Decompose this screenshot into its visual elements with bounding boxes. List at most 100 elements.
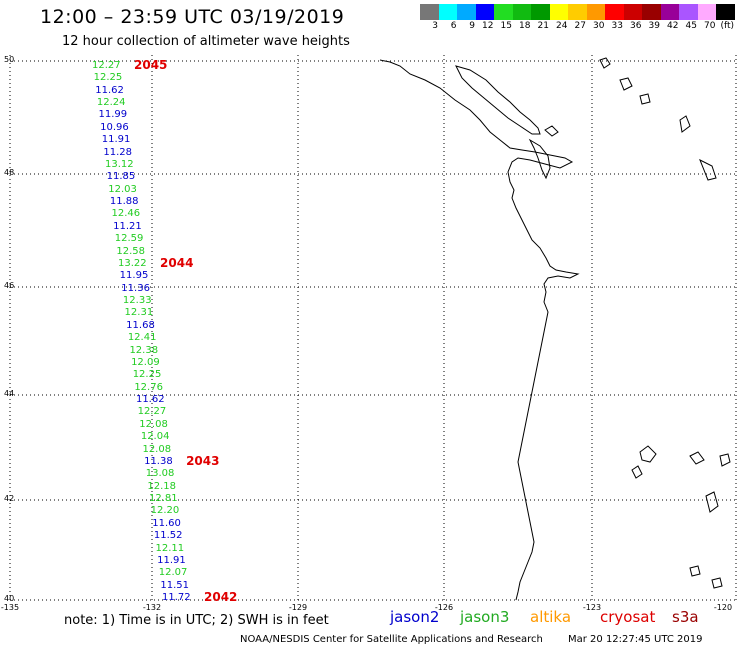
color-scale-label: 39 — [648, 21, 660, 31]
reservoir-1 — [639, 445, 657, 463]
wave-height-value: 11.91 — [157, 554, 186, 566]
islands-north-2 — [619, 77, 633, 91]
color-scale-label: 70 — [704, 21, 716, 31]
islands-north-1 — [599, 57, 611, 69]
wave-height-value: 13.12 — [105, 158, 134, 170]
longitude-label: -120 — [713, 603, 733, 612]
color-swatch — [660, 4, 679, 20]
wave-height-value: 11.88 — [109, 196, 139, 208]
wave-height-value: 12.41 — [127, 332, 157, 344]
longitude-label: -126 — [434, 603, 454, 612]
color-swatch — [531, 4, 550, 20]
wave-height-value: 11.60 — [152, 517, 181, 529]
longitude-label: -132 — [142, 603, 162, 612]
mainland-coastline — [379, 59, 580, 601]
color-swatch — [438, 4, 457, 20]
wave-height-value: 12.76 — [134, 381, 163, 393]
color-scale-label: 30 — [593, 21, 605, 31]
lake-2 — [699, 158, 717, 181]
satellite-legend-s3a: s3a — [672, 608, 699, 626]
wave-height-value: 11.62 — [135, 394, 165, 406]
graticule — [9, 55, 737, 601]
wave-height-value: 11.72 — [162, 592, 191, 603]
latitude-label: 46 — [4, 281, 15, 290]
wave-height-value: 12.07 — [158, 567, 188, 579]
color-scale-label: 33 — [611, 21, 623, 31]
color-scale-label: 6 — [450, 21, 457, 31]
reservoir-6 — [711, 577, 723, 589]
color-swatch — [420, 4, 439, 20]
latitude-label: 50 — [4, 55, 15, 64]
color-swatch — [512, 4, 531, 20]
color-scale-label: 21 — [537, 21, 549, 31]
wave-height-value: 12.58 — [116, 245, 146, 257]
wave-height-value: 13.22 — [118, 257, 147, 269]
color-swatch — [494, 4, 513, 20]
pass-time-label: 2042 — [204, 590, 238, 604]
wave-height-value: 11.62 — [95, 84, 124, 96]
wave-height-value: 12.46 — [111, 208, 141, 220]
wave-height-value: 12.59 — [114, 233, 144, 245]
wave-height-value: 11.68 — [126, 319, 155, 331]
pass-time-label: 2045 — [134, 58, 168, 72]
puget-sound — [528, 138, 551, 180]
color-scale-label: 42 — [667, 21, 679, 31]
wave-height-value: 12.03 — [108, 183, 137, 195]
wave-height-value: 12.38 — [129, 344, 159, 356]
wave-height-value: 11.95 — [119, 270, 149, 282]
color-scale-label: 18 — [519, 21, 531, 31]
color-swatch — [605, 4, 624, 20]
satellite-legend-jason3: jason3 — [460, 608, 510, 626]
wave-height-value: 11.51 — [160, 579, 189, 591]
longitude-label: -123 — [582, 603, 602, 612]
reservoir-4 — [719, 453, 731, 467]
wave-height-value: 11.28 — [103, 146, 133, 158]
wave-height-value: 12.08 — [139, 418, 168, 430]
wave-height-value: 11.21 — [113, 220, 142, 232]
color-scale-label: (ft) — [720, 21, 734, 31]
pass-time-label: 2044 — [160, 255, 194, 270]
wave-height-value: 12.31 — [124, 307, 154, 319]
wave-height-value: 12.09 — [131, 356, 160, 368]
longitude-label: -129 — [288, 603, 308, 612]
map-title: 12:00 – 23:59 UTC 03/19/2019 — [40, 6, 345, 28]
wave-height-value: 12.27 — [137, 406, 167, 418]
color-scale-label: 9 — [469, 21, 475, 31]
color-scale-label: 12 — [482, 21, 494, 31]
wave-height-value: 11.36 — [121, 282, 150, 294]
wave-height-value: 12.18 — [147, 480, 176, 492]
color-swatch — [642, 4, 661, 20]
color-scale-label: 27 — [574, 21, 586, 31]
san-juan-islands — [544, 125, 559, 137]
color-swatch — [586, 4, 605, 20]
wave-height-value: 11.38 — [144, 455, 173, 467]
reservoir-3 — [689, 451, 705, 465]
satellite-legend-altika: altika — [530, 608, 572, 626]
longitude-label: -135 — [0, 603, 20, 612]
lake-tahoe — [705, 491, 719, 513]
reservoir-2 — [631, 465, 643, 479]
credit-line: NOAA/NESDIS Center for Satellite Applica… — [240, 634, 543, 645]
latitude-label: 44 — [4, 389, 15, 398]
color-swatch — [679, 4, 698, 20]
generation-timestamp: Mar 20 12:27:45 UTC 2019 — [568, 634, 703, 645]
reservoir-5 — [689, 565, 701, 577]
color-scale-label: 36 — [630, 21, 642, 31]
latitude-label: 48 — [4, 168, 15, 177]
coastline — [379, 57, 731, 601]
wave-height-value: 12.04 — [140, 431, 170, 443]
units-note: note: 1) Time is in UTC; 2) SWH is in fe… — [64, 613, 329, 628]
wave-height-value: 11.85 — [106, 171, 136, 183]
pass-time-label: 2043 — [186, 453, 220, 468]
color-swatch — [716, 4, 735, 20]
wave-height-value: 12.24 — [96, 97, 126, 109]
color-swatch — [549, 4, 568, 20]
wave-height-value: 12.25 — [132, 369, 162, 381]
wave-height-value: 12.25 — [93, 72, 123, 84]
wave-height-value: 11.91 — [101, 134, 131, 146]
latitude-label: 42 — [4, 494, 15, 503]
color-scale-label: 24 — [556, 21, 568, 31]
latitude-label: 40 — [4, 594, 15, 603]
